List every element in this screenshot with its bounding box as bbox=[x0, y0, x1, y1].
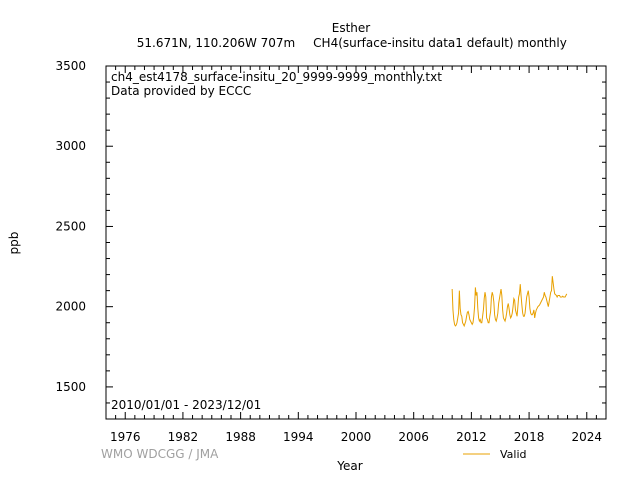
chart-subtitle-series: CH4(surface-insitu data1 default) monthl… bbox=[313, 36, 567, 50]
y-tick-label: 2500 bbox=[55, 219, 86, 233]
x-tick-label: 2024 bbox=[571, 430, 602, 444]
legend-label: Valid bbox=[500, 448, 527, 461]
axis-ticks bbox=[105, 65, 607, 420]
x-tick-label: 2006 bbox=[398, 430, 429, 444]
y-tick-label: 3000 bbox=[55, 139, 86, 153]
x-tick-label: 2000 bbox=[341, 430, 372, 444]
x-tick-label: 1994 bbox=[283, 430, 314, 444]
x-tick-label: 2012 bbox=[456, 430, 487, 444]
plot-frame bbox=[105, 65, 607, 420]
x-tick-label: 1976 bbox=[110, 430, 141, 444]
y-tick-label: 3500 bbox=[55, 59, 86, 73]
y-tick-label: 2000 bbox=[55, 300, 86, 314]
x-tick-label: 2018 bbox=[514, 430, 545, 444]
credit-text: WMO WDCGG / JMA bbox=[101, 447, 219, 461]
x-tick-label: 1982 bbox=[168, 430, 199, 444]
axis-tick-labels: 1500 2000 2500 3000 3500 1976 1982 1988 1994 2000… bbox=[55, 59, 602, 444]
series-line-valid bbox=[451, 276, 568, 328]
x-axis-label: Year bbox=[336, 459, 362, 473]
period-note: 2010/01/01 - 2023/12/01 bbox=[111, 398, 261, 412]
provider-note: Data provided by ECCC bbox=[111, 84, 251, 98]
y-tick-label: 1500 bbox=[55, 380, 86, 394]
chart-title: Esther bbox=[332, 21, 371, 35]
file-note: ch4_est4178_surface-insitu_20_9999-9999_… bbox=[111, 70, 442, 84]
legend: Valid bbox=[463, 448, 527, 461]
y-axis-label: ppb bbox=[7, 232, 21, 255]
chart-subtitle-station: 51.671N, 110.206W 707m bbox=[137, 36, 296, 50]
series-layer bbox=[451, 276, 568, 328]
x-tick-label: 1988 bbox=[225, 430, 256, 444]
